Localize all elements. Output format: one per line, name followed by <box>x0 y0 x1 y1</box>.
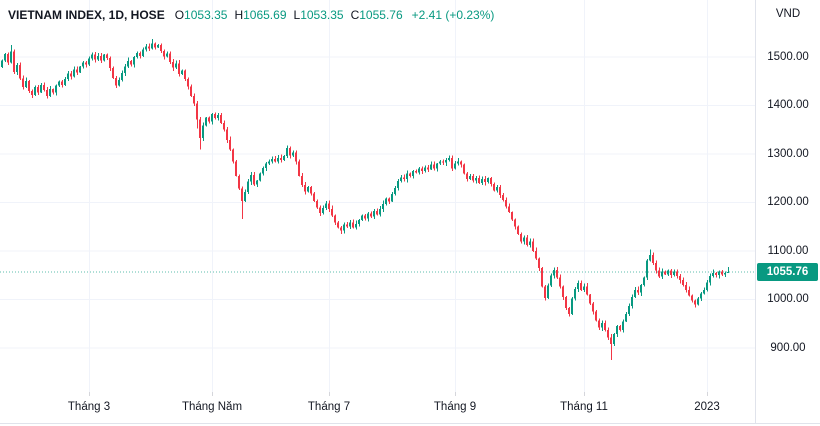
close-pair: C1055.76 <box>351 8 403 22</box>
currency-label: VND <box>775 8 801 20</box>
time-tick-label: 2023 <box>694 401 720 413</box>
time-tick-mark <box>707 392 708 396</box>
price-tick-label: 1000.00 <box>767 293 809 305</box>
high-pair: H1065.69 <box>234 8 286 22</box>
price-axis-separator <box>755 0 756 423</box>
low-label: L <box>293 8 301 22</box>
high-value: 1065.69 <box>243 8 287 22</box>
low-value: 1053.35 <box>300 8 344 22</box>
current-price-badge: 1055.76 <box>757 262 818 281</box>
time-tick-mark <box>329 392 330 396</box>
symbol-title[interactable]: VIETNAM INDEX, 1D, HOSE <box>8 8 165 22</box>
time-tick-label: Tháng 11 <box>560 401 608 413</box>
time-tick-label: Tháng 3 <box>67 401 111 413</box>
time-tick-mark <box>455 392 456 396</box>
price-tick-label: 1100.00 <box>767 244 809 257</box>
change-value: +2.41 (+0.23%) <box>411 8 495 22</box>
candlestick-chart-canvas[interactable] <box>0 0 755 392</box>
chart-legend: VIETNAM INDEX, 1D, HOSE O1053.35 H1065.6… <box>8 7 494 23</box>
bottom-border <box>0 423 820 424</box>
time-tick-mark <box>89 392 90 396</box>
time-tick-label: Tháng 9 <box>433 401 477 413</box>
open-pair: O1053.35 <box>175 8 228 22</box>
price-axis[interactable]: VND 1500.00 1400.00 1300.00 1200.00 1100.00 1… <box>756 0 820 423</box>
time-tick-label: Tháng 7 <box>307 401 351 413</box>
time-tick-mark <box>584 392 585 396</box>
price-tick-label: 1300.00 <box>767 147 809 160</box>
close-value: 1055.76 <box>359 8 403 22</box>
low-pair: L1053.35 <box>294 8 344 22</box>
price-tick-label: 1200.00 <box>767 196 809 208</box>
time-axis[interactable]: Tháng 3 Tháng Năm Tháng 7 Tháng 9 Tháng 11 20… <box>0 392 755 423</box>
price-tick-label: 1500.00 <box>767 50 809 63</box>
open-value: 1053.35 <box>184 8 228 22</box>
price-tick-label: 1400.00 <box>767 99 809 111</box>
high-label: H <box>234 8 244 22</box>
time-tick-mark <box>212 392 213 396</box>
open-label: O <box>174 8 185 22</box>
time-tick-label: Tháng Năm <box>181 401 243 413</box>
price-tick-label: 900.00 <box>770 341 806 354</box>
close-label: C <box>350 8 360 22</box>
